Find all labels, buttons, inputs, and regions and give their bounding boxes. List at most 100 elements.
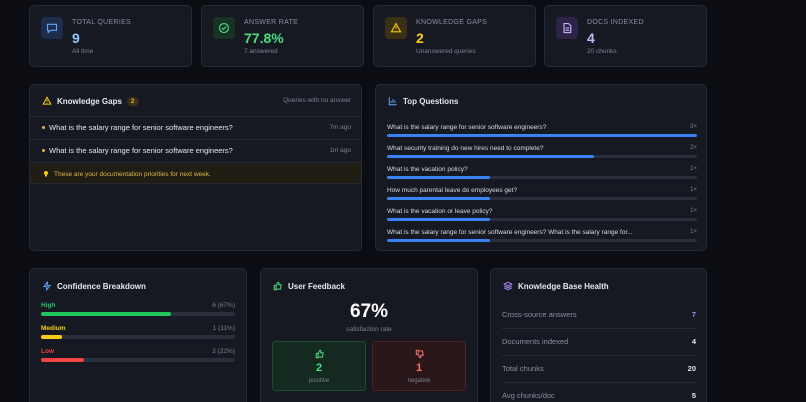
progress-fill <box>387 239 491 242</box>
list-item[interactable]: What is the salary range for senior soft… <box>30 116 361 138</box>
confidence-panel: Confidence Breakdown High 6 (67%) Medium 1 … <box>29 268 247 402</box>
progress-track <box>387 134 697 137</box>
confidence-row-high: High 6 (67%) <box>41 302 235 326</box>
question-text: What is the vacation policy? <box>387 166 468 173</box>
panel-header: Confidence Breakdown <box>42 281 146 291</box>
chat-icon <box>41 17 63 39</box>
progress-fill <box>41 335 63 339</box>
confidence-row-medium: Medium 1 (11%) <box>41 325 235 349</box>
progress-fill <box>387 134 697 137</box>
lightning-icon <box>42 281 52 291</box>
stat-card-docs-indexed: DOCS INDEXED 4 20 chunks <box>544 5 707 67</box>
question-text: What security training do new hires need… <box>387 145 544 152</box>
stat-sub: 7 answered <box>244 48 278 55</box>
confidence-value: 1 (11%) <box>212 325 235 332</box>
health-value: 4 <box>691 337 696 346</box>
progress-track <box>41 358 235 362</box>
stat-value: 9 <box>72 30 80 46</box>
stat-sub: Unanswered queries <box>416 48 476 55</box>
list-item[interactable]: What is the salary range for senior soft… <box>30 139 361 161</box>
list-item[interactable]: What is the vacation policy? 1× <box>387 166 697 186</box>
panel-title: Top Questions <box>403 96 459 106</box>
stat-sub: All time <box>72 48 94 55</box>
health-key: Documents indexed <box>502 337 569 346</box>
stat-card-answer-rate: ANSWER RATE 77.8% 7 answered <box>201 5 364 67</box>
positive-count: 2 <box>315 362 323 374</box>
confidence-level: Low <box>41 348 54 355</box>
health-value: 5 <box>691 391 696 400</box>
feedback-panel: User Feedback 67% satisfaction rate 2 po… <box>260 268 478 402</box>
warning-icon <box>385 17 407 39</box>
bar-chart-icon <box>388 97 397 106</box>
stat-sub: 20 chunks <box>587 48 617 55</box>
question-count: 1× <box>690 166 697 172</box>
stat-value: 2 <box>416 30 424 46</box>
health-row: Total chunks 20 <box>502 356 696 383</box>
thumbs-down-icon <box>415 349 424 359</box>
stat-value: 4 <box>587 30 595 46</box>
confidence-level: Medium <box>41 325 66 332</box>
lightbulb-icon <box>44 171 48 177</box>
gap-note-text: These are your documentation priorities … <box>54 170 211 178</box>
panel-header: User Feedback <box>273 281 345 291</box>
progress-fill <box>41 358 84 362</box>
panel-title: User Feedback <box>288 281 345 291</box>
panel-title: Confidence Breakdown <box>57 281 146 291</box>
question-count: 3× <box>690 124 697 130</box>
bullet-dot <box>42 149 45 152</box>
check-circle-icon <box>213 17 235 39</box>
health-key: Cross-source answers <box>502 310 577 319</box>
kb-health-panel: Knowledge Base Health Cross-source answe… <box>490 268 707 402</box>
progress-fill <box>41 312 171 316</box>
gap-question: What is the salary range for senior soft… <box>49 146 233 155</box>
negative-feedback-box: 1 negative <box>372 341 466 391</box>
stat-card-knowledge-gaps: KNOWLEDGE GAPS 2 Unanswered queries <box>373 5 536 67</box>
question-text: How much parental leave do employees get… <box>387 187 518 194</box>
progress-track <box>387 239 697 242</box>
stat-value: 77.8% <box>244 30 284 46</box>
question-text: What is the salary range for senior soft… <box>387 124 547 131</box>
health-row: Cross-source answers 7 <box>502 302 696 329</box>
list-item[interactable]: What is the salary range for senior soft… <box>387 124 697 144</box>
bullet-dot <box>42 126 45 129</box>
positive-feedback-box: 2 positive <box>272 341 366 391</box>
health-key: Avg chunks/doc <box>502 391 555 400</box>
question-text: What is the salary range for senior soft… <box>387 229 633 236</box>
panel-subtitle: Queries with no answer <box>283 97 351 104</box>
thumbs-up-icon <box>315 349 324 359</box>
document-icon <box>556 17 578 39</box>
gap-question: What is the salary range for senior soft… <box>49 123 233 132</box>
question-count: 2× <box>690 145 697 151</box>
panel-header: Knowledge Base Health <box>503 281 609 291</box>
stat-label: DOCS INDEXED <box>587 19 644 26</box>
question-count: 1× <box>690 208 697 214</box>
health-key: Total chunks <box>502 364 544 373</box>
satisfaction-percent: 67% <box>349 301 389 322</box>
thumbs-up-icon <box>273 281 282 291</box>
list-item[interactable]: What security training do new hires need… <box>387 145 697 165</box>
progress-track <box>387 197 697 200</box>
list-item[interactable]: What is the salary range for senior soft… <box>387 229 697 249</box>
confidence-level: High <box>41 302 56 309</box>
progress-fill <box>387 197 491 200</box>
health-row: Documents indexed 4 <box>502 329 696 356</box>
warning-icon <box>42 96 52 105</box>
gap-time: 7m ago <box>329 124 351 131</box>
health-row: Avg chunks/doc 5 <box>502 383 696 402</box>
progress-track <box>41 335 235 339</box>
stat-card-total-queries: TOTAL QUERIES 9 All time <box>29 5 192 67</box>
negative-count: 1 <box>415 362 423 374</box>
progress-track <box>387 176 697 179</box>
panel-header: Top Questions <box>388 96 458 106</box>
confidence-value: 6 (67%) <box>212 302 235 309</box>
panel-header: Knowledge Gaps 2 <box>42 96 139 106</box>
list-item[interactable]: What is the vacation or leave policy? 1× <box>387 208 697 228</box>
progress-track <box>387 155 697 158</box>
positive-label: positive <box>308 378 330 384</box>
top-questions-panel: Top Questions What is the salary range f… <box>375 84 707 251</box>
gap-time: 1m ago <box>329 147 351 154</box>
question-text: What is the vacation or leave policy? <box>387 208 493 215</box>
panel-title: Knowledge Gaps <box>57 96 122 106</box>
list-item[interactable]: How much parental leave do employees get… <box>387 187 697 207</box>
progress-fill <box>387 155 594 158</box>
